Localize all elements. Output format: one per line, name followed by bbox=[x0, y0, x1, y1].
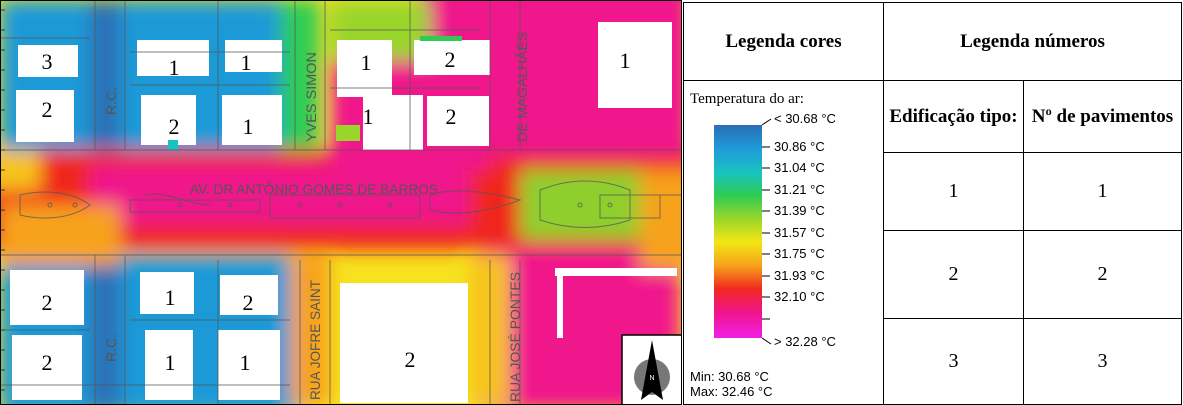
building-number: 3 bbox=[42, 49, 53, 74]
north-arrow-icon: N bbox=[621, 334, 682, 405]
floors-cell: 2 bbox=[1023, 230, 1182, 319]
building-type-header: Edificação tipo: bbox=[883, 80, 1024, 153]
scale-label: 31.39 °C bbox=[774, 203, 825, 218]
building-number: 1 bbox=[165, 350, 176, 375]
street-label-rc-bottom: R.C. bbox=[103, 334, 119, 362]
color-scale-bar bbox=[714, 125, 762, 338]
colors-legend-header: Legenda cores bbox=[683, 2, 884, 81]
building-number: 2 bbox=[42, 350, 53, 375]
street-label-rua-jofre-saint: RUA JOFRE SAINT bbox=[307, 280, 323, 400]
building-number: 2 bbox=[42, 290, 53, 315]
building-number: 1 bbox=[361, 50, 372, 75]
numbers-legend-header: Legenda números bbox=[883, 2, 1182, 81]
building-type-cell: 1 bbox=[883, 152, 1024, 231]
street-label-rc-top: R.C. bbox=[103, 87, 119, 115]
building-number: 1 bbox=[620, 48, 631, 73]
street-label-de-magalhaes: DE MAGALHÃES bbox=[514, 32, 530, 142]
scale-label: 31.04 °C bbox=[774, 160, 825, 175]
scale-label: 31.75 °C bbox=[774, 246, 825, 261]
building-number: 2 bbox=[42, 97, 53, 122]
temperature-map: AV. DR ANTÔNIO GOMES DE BARROS R.C. R.C.… bbox=[0, 0, 682, 405]
building-number: 2 bbox=[243, 290, 254, 315]
street-label-rua-jose-pontes: RUA JOSÉ PONTES bbox=[507, 272, 523, 402]
floors-cell: 3 bbox=[1023, 318, 1182, 405]
scale-label: 32.10 °C bbox=[774, 289, 825, 304]
scale-label: 31.57 °C bbox=[774, 225, 825, 240]
legend-table: Legenda cores Legenda números bbox=[683, 2, 1182, 405]
building-type-cell: 2 bbox=[883, 230, 1024, 319]
building-number: 1 bbox=[243, 114, 254, 139]
building-number: 1 bbox=[241, 50, 252, 75]
scale-label: 31.93 °C bbox=[774, 268, 825, 283]
color-legend: Temperatura do ar: < 30.68 °C bbox=[683, 80, 884, 405]
scale-label: 30.86 °C bbox=[774, 139, 825, 154]
building-number: 1 bbox=[169, 55, 180, 80]
building-number: 2 bbox=[405, 347, 416, 372]
building-number: 2 bbox=[446, 104, 457, 129]
temperature-title: Temperatura do ar: bbox=[690, 91, 804, 107]
floors-cell: 1 bbox=[1023, 152, 1182, 231]
scale-label: < 30.68 °C bbox=[774, 111, 836, 126]
building-type-cell: 3 bbox=[883, 318, 1024, 405]
building-number: 1 bbox=[165, 285, 176, 310]
scale-label: 31.21 °C bbox=[774, 182, 825, 197]
street-label-avenida: AV. DR ANTÔNIO GOMES DE BARROS bbox=[190, 181, 438, 197]
building-number: 2 bbox=[445, 47, 456, 72]
building-number: 1 bbox=[240, 350, 251, 375]
building-number: 2 bbox=[169, 114, 180, 139]
floors-header: Nº de pavimentos bbox=[1023, 80, 1182, 153]
scale-label: > 32.28 °C bbox=[774, 334, 836, 349]
compass-label: N bbox=[649, 375, 654, 382]
building-number: 1 bbox=[363, 104, 374, 129]
min-label: Min: 30.68 °C bbox=[690, 369, 769, 384]
street-label-yves-simon: YVES SIMON bbox=[303, 52, 319, 142]
max-label: Max: 32.46 °C bbox=[690, 384, 773, 399]
